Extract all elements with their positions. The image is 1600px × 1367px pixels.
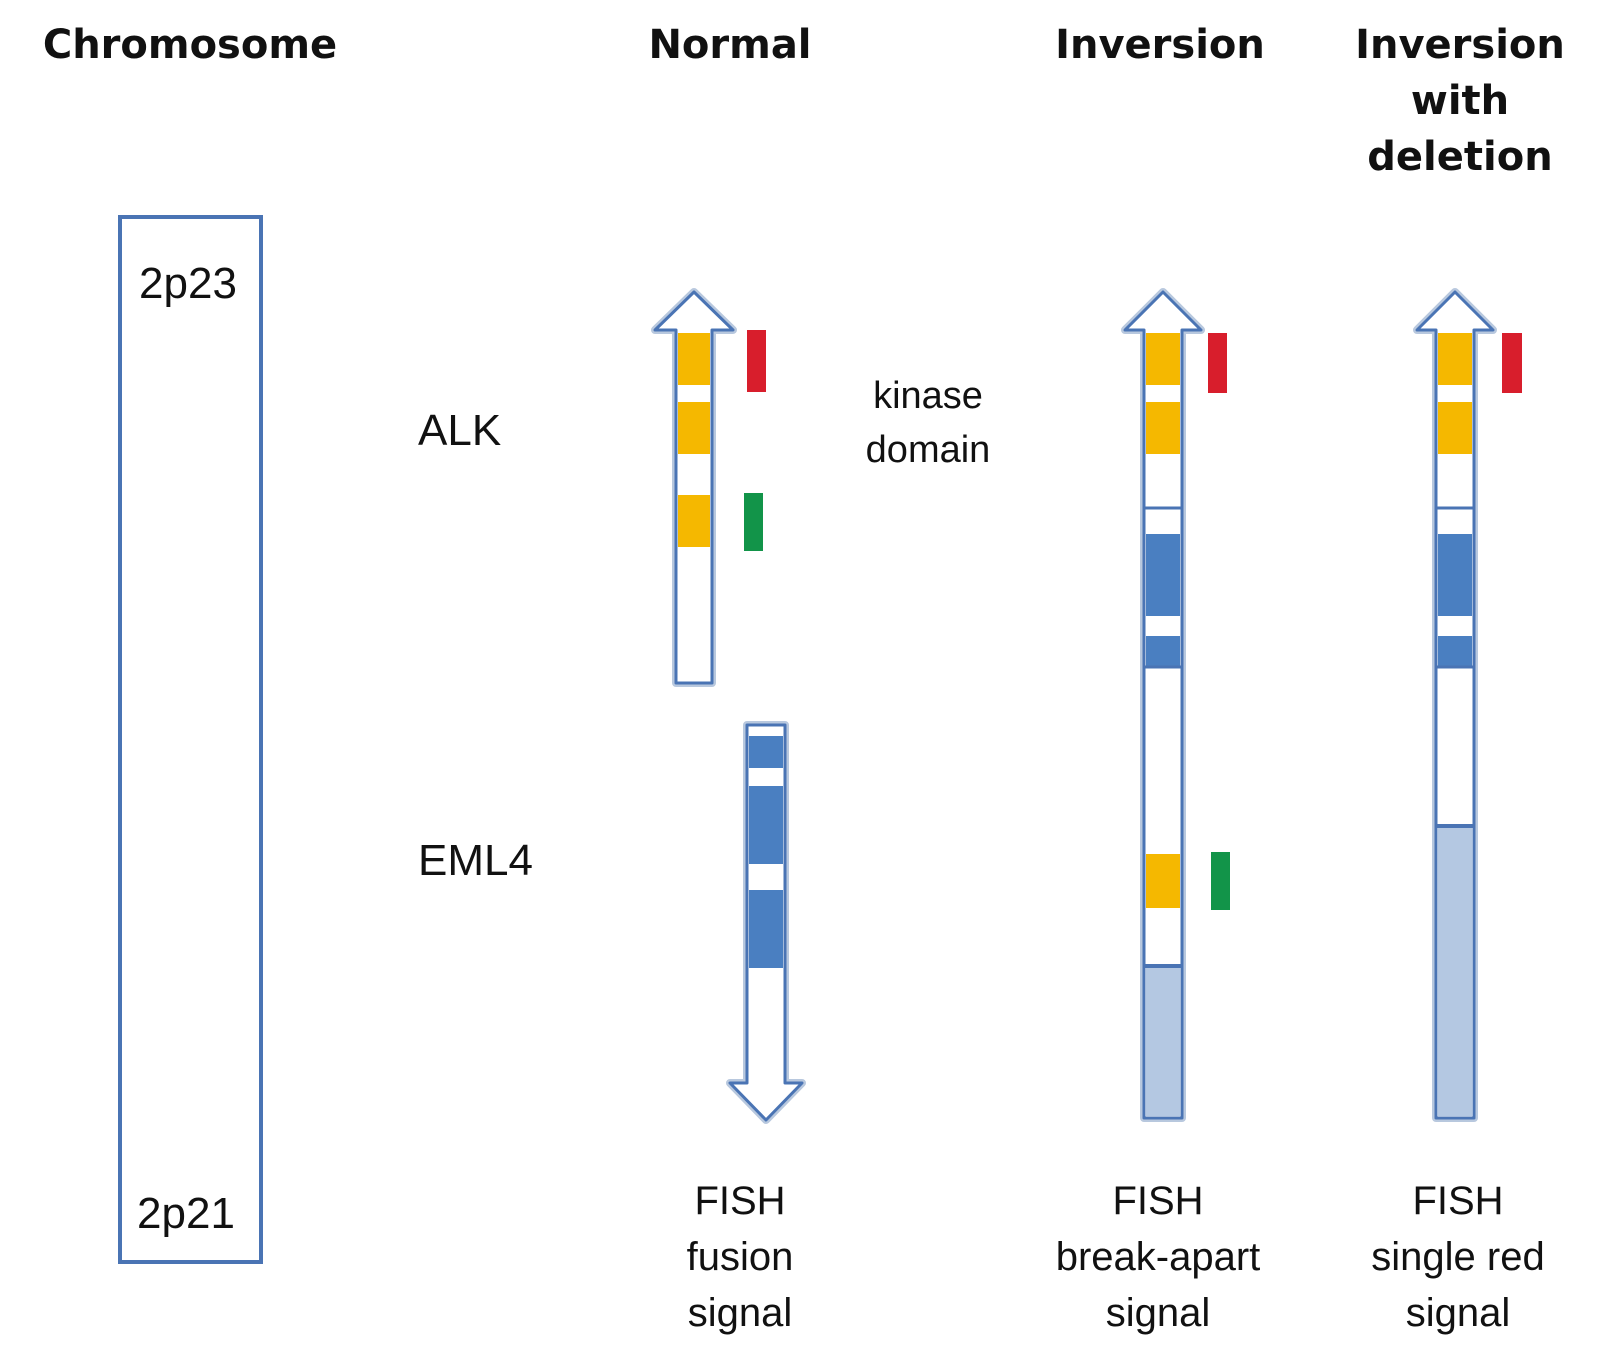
caption-inversion-line1: FISH [1112, 1179, 1203, 1223]
header-inversion-deletion-line1: Inversion [1355, 22, 1565, 68]
inversion-alk-exon-2 [1146, 402, 1180, 454]
inversion-green-probe [1211, 852, 1230, 910]
deletion-alk-exon-2 [1438, 402, 1472, 454]
deletion-alk-exon-1 [1438, 333, 1472, 385]
header-chromosome: Chromosome [43, 22, 337, 68]
kinase-domain-label-line2: domain [866, 429, 991, 471]
inversion-fusion-gene [1121, 288, 1205, 1122]
normal-eml4-gene [726, 721, 806, 1124]
normal-eml4-exon-1 [749, 736, 783, 768]
caption-deletion-line2: single red [1371, 1235, 1544, 1279]
deletion-eml4-exon-2 [1438, 636, 1472, 668]
caption-normal-line1: FISH [694, 1179, 785, 1223]
deletion-eml4-exon-1 [1438, 534, 1472, 616]
chromosome-region-box [118, 215, 263, 1264]
caption-inversion-line3: signal [1106, 1291, 1211, 1335]
deletion-red-probe [1502, 333, 1522, 393]
normal-alk-exon-1 [678, 333, 710, 385]
normal-eml4-exon-2 [749, 786, 783, 864]
normal-green-probe [744, 493, 763, 551]
inversion-eml4-exon-2 [1146, 636, 1180, 668]
inversion-deletion-fusion-gene [1413, 288, 1497, 1122]
band-label-top: 2p23 [139, 259, 237, 308]
caption-normal-line2: fusion [687, 1235, 794, 1279]
inversion-alk-exon-1 [1146, 333, 1180, 385]
normal-alk-gene [651, 288, 737, 687]
normal-red-probe [747, 330, 766, 392]
header-inversion: Inversion [1055, 22, 1265, 68]
header-inversion-deletion-line2: with [1411, 78, 1509, 124]
normal-alk-exon-2 [678, 402, 710, 454]
header-inversion-deletion-line3: deletion [1367, 134, 1552, 180]
inversion-eml4-exon-1 [1146, 534, 1180, 616]
deletion-eml4-distal [1438, 826, 1472, 1116]
inversion-red-probe [1208, 333, 1227, 393]
caption-normal-line3: signal [688, 1291, 793, 1335]
inversion-alk-exon-3 [1146, 854, 1180, 908]
header-normal: Normal [648, 22, 811, 68]
gene-label-eml4: EML4 [418, 836, 533, 885]
caption-deletion-line3: signal [1406, 1291, 1511, 1335]
caption-deletion-line1: FISH [1412, 1179, 1503, 1223]
normal-alk-exon-3 [678, 495, 710, 547]
gene-label-alk: ALK [418, 406, 501, 455]
normal-eml4-exon-3 [749, 890, 783, 968]
band-label-bottom: 2p21 [137, 1189, 235, 1238]
caption-inversion-line2: break-apart [1056, 1235, 1261, 1279]
inversion-eml4-distal [1146, 966, 1180, 1116]
kinase-domain-label-line1: kinase [873, 375, 983, 417]
